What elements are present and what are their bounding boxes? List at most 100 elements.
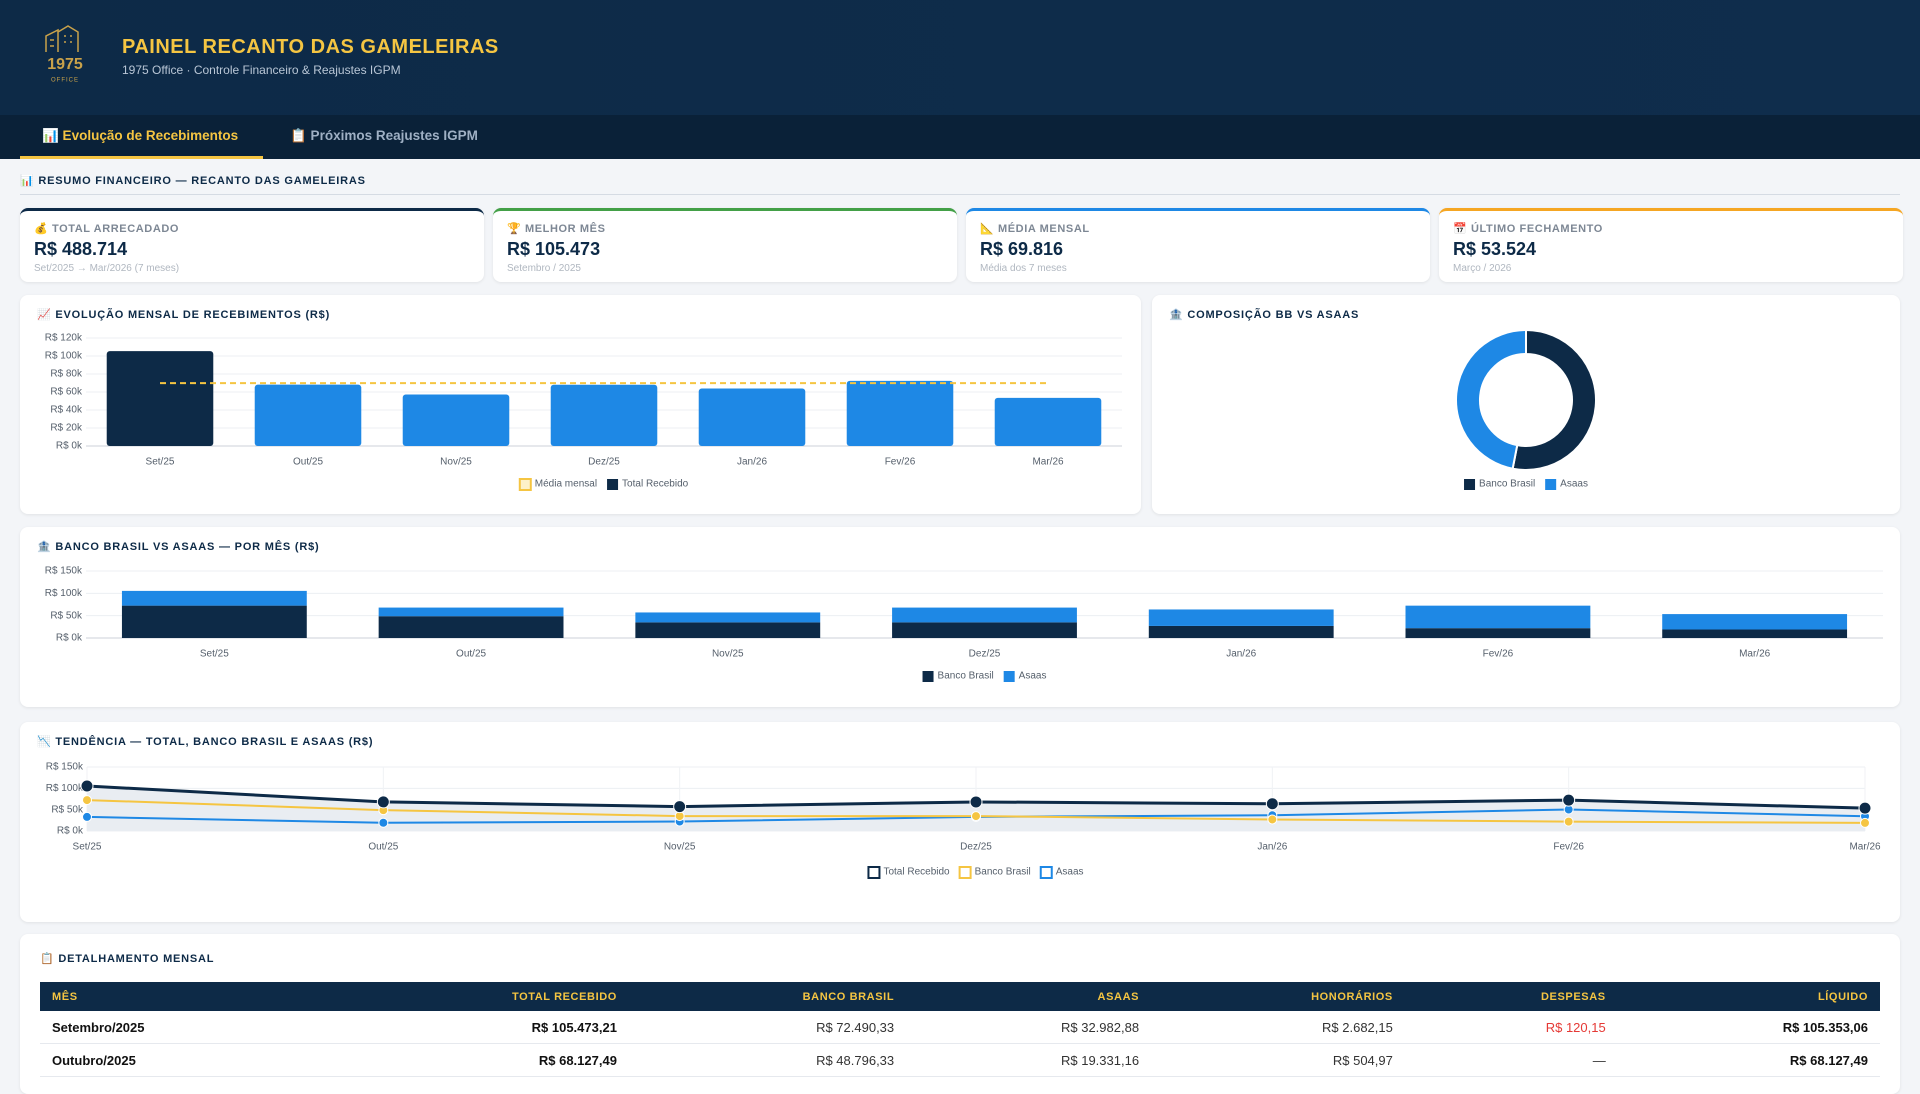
bar: [402, 394, 510, 446]
bar-segment: [1148, 625, 1334, 638]
bar: [106, 351, 214, 446]
y-tick-label: R$ 100k: [45, 588, 83, 599]
legend-swatch: [922, 671, 934, 682]
x-tick-label: Set/25: [200, 649, 229, 660]
point: [1563, 816, 1574, 827]
y-tick-label: R$ 100k: [45, 351, 83, 362]
table-cell: Outubro/2025: [40, 1043, 320, 1077]
legend-swatch: [1039, 866, 1053, 879]
chart-title: 🏦 COMPOSIÇÃO BB VS ASAAS: [1169, 308, 1359, 321]
page-subtitle: 1975 Office · Controle Financeiro & Reaj…: [122, 63, 401, 77]
point: [1265, 797, 1279, 811]
kpi-card: 🏆 MELHOR MÊS R$ 105.473 Setembro / 2025: [493, 208, 957, 282]
legend: Média mensal Total Recebido: [518, 478, 689, 491]
y-tick-label: R$ 0k: [56, 633, 83, 644]
bar: [994, 397, 1102, 446]
legend-label: Total Recebido: [622, 479, 689, 490]
kpi-label: 🏆 MELHOR MÊS: [507, 223, 606, 235]
bar: [846, 380, 954, 446]
legend-label: Banco Brasil: [938, 671, 994, 682]
legend: Banco Brasil Asaas: [1464, 479, 1588, 490]
x-tick-label: Nov/25: [712, 649, 744, 660]
y-tick-label: R$ 0k: [57, 826, 84, 837]
bar-segment: [1405, 605, 1591, 629]
table-cell: R$ 19.331,16: [906, 1043, 1152, 1077]
table-cell: R$ 68.127,49: [1617, 1043, 1880, 1077]
legend-label: Total Recebido: [883, 867, 950, 878]
point: [80, 779, 94, 793]
slice: [1454, 328, 1527, 470]
point: [1858, 801, 1872, 815]
bar-segment: [378, 607, 564, 617]
chart-title: 🏦 BANCO BRASIL VS ASAAS — POR MÊS (R$): [37, 540, 319, 553]
table-cell: R$ 72.490,33: [628, 1011, 907, 1044]
table-cell: R$ 2.682,15: [1151, 1011, 1405, 1044]
y-tick-label: R$ 120k: [45, 333, 83, 344]
kpi-value: R$ 105.473: [507, 239, 601, 259]
point: [376, 795, 390, 809]
y-tick-label: R$ 50k: [50, 610, 83, 621]
table-cell: R$ 48.796,33: [628, 1043, 907, 1077]
bar-segment: [121, 605, 307, 638]
bar-segment: [635, 622, 821, 638]
y-tick-label: R$ 150k: [46, 762, 84, 773]
table-cell: R$ 68.127,49: [319, 1043, 629, 1077]
y-tick-label: R$ 80k: [50, 369, 83, 380]
tab[interactable]: 📋 Próximos Reajustes IGPM: [290, 128, 478, 143]
table-cell: R$ 504,97: [1151, 1043, 1405, 1077]
x-tick-label: Jan/26: [1226, 649, 1256, 660]
legend-swatch: [518, 478, 532, 491]
y-tick-label: R$ 40k: [50, 405, 83, 416]
point: [673, 800, 687, 814]
point: [82, 795, 92, 806]
bar-segment: [378, 616, 564, 638]
bar-segment: [121, 590, 307, 606]
kpi-label: 📐 MÉDIA MENSAL: [980, 223, 1090, 235]
bar-segment: [892, 607, 1077, 623]
chart: 📈 EVOLUÇÃO MENSAL DE RECEBIMENTOS (R$) R$…: [37, 308, 1122, 491]
legend-label: Banco Brasil: [975, 867, 1031, 878]
bar-segment: [1148, 609, 1334, 626]
chart-card: 🏦 COMPOSIÇÃO BB VS ASAAS Banco Brasil Asaa…: [1152, 295, 1900, 514]
chart: 🏦 COMPOSIÇÃO BB VS ASAAS Banco Brasil Asaa…: [1169, 308, 1597, 490]
legend-swatch: [1003, 671, 1015, 682]
table-cell: R$ 105.473,21: [319, 1011, 629, 1044]
legend-swatch: [867, 866, 881, 879]
kpi-value: R$ 488.714: [34, 239, 128, 259]
kpi-label: 📅 ÚLTIMO FECHAMENTO: [1453, 223, 1603, 235]
kpi-note: Set/2025 → Mar/2026 (7 meses): [34, 263, 180, 274]
x-tick-label: Fev/26: [1483, 649, 1514, 660]
point: [1860, 817, 1870, 828]
y-tick-label: R$ 0k: [56, 441, 83, 452]
logo: 1975 OFFICE: [45, 25, 83, 84]
chart: 📉 TENDÊNCIA — TOTAL, BANCO BRASIL E ASAA…: [37, 735, 1881, 879]
x-tick-label: Nov/25: [664, 842, 696, 853]
table-cell: R$ 32.982,88: [906, 1011, 1152, 1044]
logo-number: 1975: [47, 56, 83, 73]
point: [1267, 814, 1278, 825]
bar-segment: [635, 612, 821, 623]
table: MÊS TOTAL RECEBIDO BANCO BRASIL ASAAS HONORÁ…: [40, 982, 1880, 1077]
y-tick-label: R$ 100k: [46, 783, 84, 794]
chart-card: 📉 TENDÊNCIA — TOTAL, BANCO BRASIL E ASAA…: [20, 722, 1900, 922]
x-tick-label: Jan/26: [1257, 842, 1287, 853]
logo-text: OFFICE: [51, 78, 79, 84]
chart-card: 🏦 BANCO BRASIL VS ASAAS — POR MÊS (R$) R$…: [20, 527, 1900, 707]
table-title: 📋 DETALHAMENTO MENSAL: [40, 953, 215, 965]
x-tick-label: Dez/25: [588, 457, 620, 468]
bar-segment: [1405, 628, 1591, 638]
x-tick-label: Set/25: [73, 842, 102, 853]
x-tick-label: Fev/26: [1553, 842, 1584, 853]
slice: [1511, 328, 1597, 471]
table-row: Outubro/2025 R$ 68.127,49 R$ 48.796,33 R$ 1…: [40, 1043, 1880, 1077]
y-tick-label: R$ 20k: [50, 423, 83, 434]
bar-segment: [892, 622, 1077, 638]
x-tick-label: Mar/26: [1849, 842, 1881, 853]
legend-label: Asaas: [1019, 671, 1047, 682]
tab[interactable]: 📊 Evolução de Recebimentos: [20, 115, 263, 159]
x-tick-label: Fev/26: [885, 457, 916, 468]
x-tick-label: Nov/25: [440, 457, 472, 468]
bar-segment: [1662, 629, 1848, 638]
table-cell: R$ 120,15: [1404, 1011, 1618, 1044]
column-header: LÍQUIDO: [1617, 982, 1880, 1011]
